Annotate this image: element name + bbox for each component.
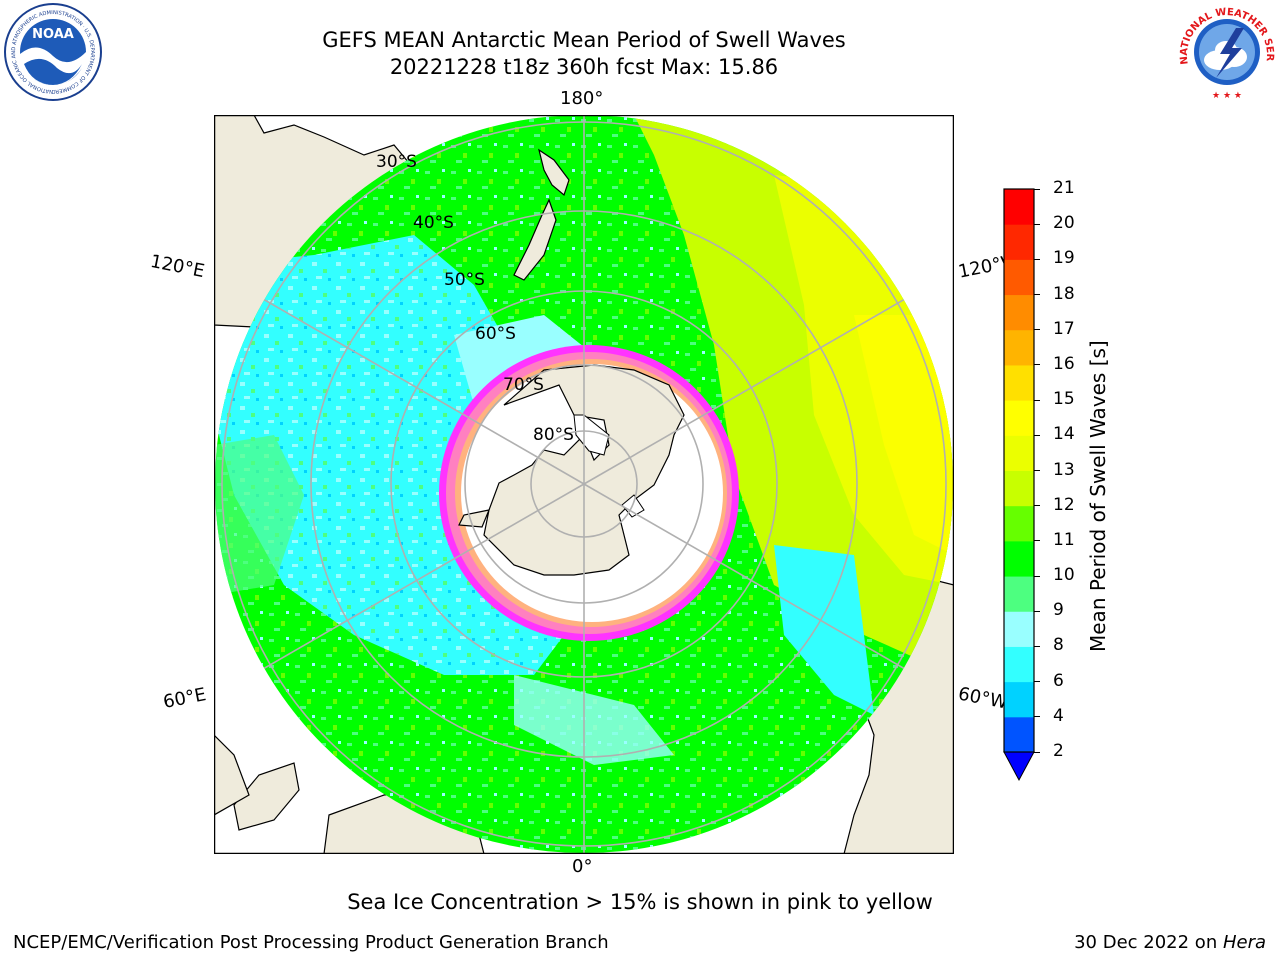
colorbar-title: Mean Period of Swell Waves [s] bbox=[1086, 340, 1110, 652]
colorbar-tick bbox=[1034, 681, 1040, 683]
colorbar-tick bbox=[1034, 645, 1040, 647]
colorbar-tick bbox=[1034, 223, 1040, 225]
colorbar-tick-label: 13 bbox=[1053, 459, 1075, 480]
colorbar-tick-label: 12 bbox=[1053, 494, 1075, 515]
footer-host: Hera bbox=[1222, 932, 1266, 953]
chart-title: GEFS MEAN Antarctic Mean Period of Swell… bbox=[322, 28, 846, 52]
colorbar-tick-label: 16 bbox=[1053, 353, 1075, 374]
lon-label-120e: 120°E bbox=[148, 250, 207, 283]
colorbar-tick-label: 18 bbox=[1053, 283, 1075, 304]
colorbar-tick bbox=[1034, 751, 1040, 753]
colorbar-tick bbox=[1034, 434, 1040, 436]
colorbar-tick-label: 21 bbox=[1053, 178, 1075, 198]
colorbar-tick bbox=[1034, 540, 1040, 542]
colorbar-band bbox=[1004, 329, 1034, 366]
colorbar bbox=[1003, 188, 1035, 782]
colorbar-band bbox=[1004, 259, 1034, 296]
noaa-logo-text: NOAA bbox=[32, 27, 74, 42]
colorbar-band bbox=[1004, 364, 1034, 401]
footer-date: 30 Dec 2022 on Hera bbox=[1074, 932, 1266, 953]
footer-credit: NCEP/EMC/Verification Post Processing Pr… bbox=[13, 932, 609, 953]
colorbar-tick-label: 9 bbox=[1053, 600, 1064, 621]
chart-subtitle: 20221228 t18z 360h fcst Max: 15.86 bbox=[389, 55, 779, 79]
colorbar-tick-label: 10 bbox=[1053, 565, 1075, 586]
colorbar-tick bbox=[1034, 329, 1040, 331]
colorbar-tick-label: 4 bbox=[1053, 705, 1064, 726]
lat-label-30s: 30°S bbox=[376, 152, 417, 172]
colorbar-tick bbox=[1034, 399, 1040, 401]
colorbar-band bbox=[1004, 294, 1034, 331]
colorbar-tick bbox=[1034, 258, 1040, 260]
colorbar-tick bbox=[1034, 188, 1040, 190]
colorbar-tick bbox=[1034, 294, 1040, 296]
colorbar-band bbox=[1004, 681, 1034, 718]
lat-label-70s: 70°S bbox=[503, 375, 544, 395]
lat-label-60s: 60°S bbox=[475, 324, 516, 344]
colorbar-band bbox=[1004, 505, 1034, 542]
colorbar-tick bbox=[1034, 716, 1040, 718]
colorbar-tick-label: 11 bbox=[1053, 529, 1075, 550]
new-zealand bbox=[513, 148, 570, 281]
colorbar-tick-label: 6 bbox=[1053, 670, 1064, 691]
lon-label-60e: 60°E bbox=[161, 684, 208, 713]
colorbar-tick-label: 20 bbox=[1053, 213, 1075, 234]
svg-text:★ ★ ★: ★ ★ ★ bbox=[1212, 91, 1242, 101]
colorbar-band bbox=[1004, 576, 1034, 612]
lat-label-80s: 80°S bbox=[533, 425, 574, 445]
colorbar-band bbox=[1004, 611, 1034, 647]
lat-label-40s: 40°S bbox=[413, 213, 454, 233]
map-panel bbox=[214, 115, 954, 854]
colorbar-tick-label: 14 bbox=[1053, 424, 1075, 445]
colorbar-band bbox=[1004, 435, 1034, 471]
lon-label-0: 0° bbox=[572, 856, 593, 877]
footer-date-text: 30 Dec 2022 on bbox=[1074, 932, 1223, 953]
colorbar-tick-label: 19 bbox=[1053, 248, 1075, 269]
noaa-logo: NATIONAL OCEANIC AND ATMOSPHERIC ADMINIS… bbox=[2, 2, 102, 101]
colorbar-tick bbox=[1034, 364, 1040, 366]
colorbar-tick bbox=[1034, 575, 1040, 577]
graticule bbox=[215, 115, 953, 853]
nws-logo: NATIONAL WEATHER SERVICE ★ ★ ★ bbox=[1176, 2, 1275, 101]
colorbar-band bbox=[1004, 189, 1034, 225]
colorbar-tick-label: 17 bbox=[1053, 318, 1075, 339]
colorbar-tick-label: 2 bbox=[1053, 741, 1064, 761]
lat-label-50s: 50°S bbox=[444, 270, 485, 290]
antarctica-landmass bbox=[458, 364, 685, 576]
colorbar-tick-label: 8 bbox=[1053, 635, 1064, 656]
colorbar-tick bbox=[1034, 610, 1040, 612]
colorbar-tick bbox=[1034, 470, 1040, 471]
lon-label-180: 180° bbox=[560, 88, 604, 109]
colorbar-tick-label: 15 bbox=[1053, 389, 1075, 410]
colorbar-band bbox=[1004, 470, 1034, 507]
colorbar-tick bbox=[1034, 505, 1040, 507]
colorbar-band bbox=[1004, 224, 1034, 260]
colorbar-band bbox=[1004, 400, 1034, 436]
sea-ice-note: Sea Ice Concentration > 15% is shown in … bbox=[347, 890, 933, 914]
colorbar-band bbox=[1004, 646, 1034, 683]
map-frame bbox=[214, 115, 954, 854]
colorbar-band bbox=[1004, 716, 1034, 753]
colorbar-band bbox=[1004, 540, 1034, 577]
